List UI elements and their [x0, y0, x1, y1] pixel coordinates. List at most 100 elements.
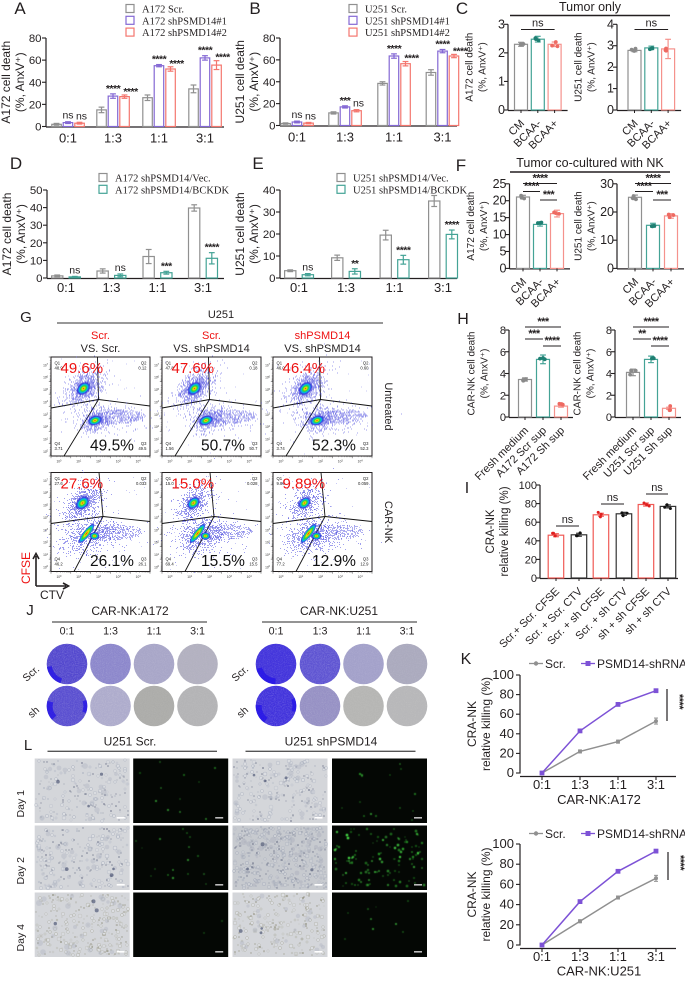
svg-text:0: 0 [35, 122, 41, 134]
svg-text:(%, AnxV⁺): (%, AnxV⁺) [478, 42, 489, 92]
svg-text:40: 40 [30, 203, 43, 215]
svg-text:VS. Scr.: VS. Scr. [81, 343, 121, 355]
svg-text:ns: ns [532, 18, 544, 30]
svg-text:9.89: 9.89 [277, 481, 286, 486]
svg-text:101: 101 [298, 459, 304, 463]
svg-text:102: 102 [318, 459, 324, 463]
svg-text:Q2: Q2 [252, 476, 258, 481]
svg-text:Q4: Q4 [277, 557, 283, 562]
svg-text:Q4: Q4 [166, 441, 172, 446]
svg-text:A172 cell death: A172 cell death [0, 41, 13, 124]
svg-text:0.059: 0.059 [358, 481, 369, 486]
svg-text:Day 2: Day 2 [15, 857, 27, 885]
svg-text:1:1: 1:1 [385, 130, 403, 145]
svg-text:U251 cell death: U251 cell death [233, 192, 247, 275]
svg-text:Q3: Q3 [363, 557, 369, 562]
svg-text:104: 104 [358, 459, 364, 463]
svg-text:106: 106 [265, 491, 271, 495]
svg-text:U251 shPSMD14/Vec.: U251 shPSMD14/Vec. [353, 174, 449, 185]
svg-text:U251 shPSMD14/BCKDK: U251 shPSMD14/BCKDK [353, 185, 467, 196]
svg-text:****: **** [544, 335, 560, 347]
svg-text:(%, AnxV⁺): (%, AnxV⁺) [587, 42, 598, 92]
svg-text:U251 shPSMD14: U251 shPSMD14 [285, 735, 378, 749]
svg-text:Scr.: Scr. [545, 657, 566, 671]
svg-text:106: 106 [154, 375, 160, 379]
svg-text:107: 107 [154, 363, 160, 367]
svg-text:103: 103 [338, 575, 344, 579]
svg-text:102: 102 [96, 459, 102, 463]
svg-text:3:1: 3:1 [434, 280, 452, 295]
svg-text:1:1: 1:1 [150, 131, 168, 146]
svg-text:103: 103 [43, 413, 49, 417]
svg-text:A172 Scr.: A172 Scr. [142, 5, 184, 16]
svg-text:ns: ns [607, 492, 619, 504]
svg-text:1:3: 1:3 [571, 777, 589, 792]
svg-text:3:1: 3:1 [194, 280, 212, 295]
svg-text:80: 80 [500, 687, 514, 702]
svg-text:A172 cell death: A172 cell death [465, 33, 476, 102]
svg-text:15.5%: 15.5% [201, 553, 245, 570]
svg-text:46.4%: 46.4% [283, 360, 326, 377]
svg-text:15.0: 15.0 [166, 481, 175, 486]
svg-text:****: **** [106, 83, 122, 95]
svg-text:0:1: 0:1 [533, 777, 551, 792]
svg-text:CRA-NK: CRA-NK [465, 701, 479, 747]
svg-text:Q3: Q3 [141, 557, 147, 562]
svg-text:102: 102 [207, 575, 213, 579]
svg-text:40: 40 [263, 77, 276, 89]
svg-text:****: **** [645, 173, 661, 185]
svg-text:PSMD14-shRNA: PSMD14-shRNA [597, 827, 685, 841]
svg-text:1:3: 1:3 [103, 626, 118, 638]
svg-text:A172 shPSMD14/BCKDK: A172 shPSMD14/BCKDK [115, 185, 229, 196]
svg-text:2: 2 [498, 46, 505, 60]
svg-text:0: 0 [269, 121, 275, 133]
svg-text:Q1: Q1 [166, 476, 172, 481]
svg-text:104: 104 [43, 400, 49, 404]
svg-text:3:1: 3:1 [196, 131, 214, 146]
svg-text:100: 100 [265, 565, 271, 569]
svg-text:20: 20 [263, 229, 276, 241]
svg-text:52.3%: 52.3% [312, 438, 356, 455]
svg-text:ns: ns [115, 262, 126, 274]
svg-text:U251 shPSMD14#2: U251 shPSMD14#2 [365, 28, 450, 39]
svg-text:Q2: Q2 [363, 476, 369, 481]
svg-text:Scr.: Scr. [91, 330, 110, 342]
svg-text:H: H [457, 311, 469, 328]
svg-text:101: 101 [154, 437, 160, 441]
svg-text:102: 102 [43, 540, 49, 544]
svg-text:****: **** [396, 244, 412, 256]
svg-text:104: 104 [358, 575, 364, 579]
svg-text:100: 100 [43, 450, 49, 454]
svg-text:1:3: 1:3 [313, 626, 328, 638]
svg-text:30: 30 [30, 220, 43, 232]
svg-text:103: 103 [227, 459, 233, 463]
svg-text:****: **** [404, 53, 420, 65]
svg-text:15.5: 15.5 [249, 562, 258, 567]
svg-text:**: ** [351, 258, 360, 270]
svg-text:0: 0 [531, 573, 537, 585]
svg-text:100: 100 [154, 565, 160, 569]
svg-text:****: **** [205, 242, 221, 254]
svg-text:0: 0 [607, 103, 614, 117]
svg-text:ns: ns [302, 262, 313, 274]
svg-text:4: 4 [607, 17, 614, 31]
svg-text:1:3: 1:3 [337, 280, 355, 295]
svg-text:27.6: 27.6 [55, 481, 64, 486]
svg-text:107: 107 [43, 363, 49, 367]
svg-text:Q1: Q1 [55, 361, 61, 366]
svg-text:VS. shPSMD14: VS. shPSMD14 [173, 343, 249, 355]
svg-text:ns: ns [562, 514, 574, 526]
svg-text:0.028: 0.028 [247, 481, 258, 486]
svg-text:0:1: 0:1 [288, 130, 306, 145]
svg-text:****: **** [524, 181, 540, 193]
svg-text:ns: ns [353, 98, 364, 110]
svg-text:***: *** [161, 260, 173, 272]
svg-text:107: 107 [265, 363, 271, 367]
svg-text:Q2: Q2 [141, 476, 147, 481]
svg-text:8: 8 [500, 325, 506, 337]
svg-text:104: 104 [265, 400, 271, 404]
svg-text:2: 2 [606, 390, 612, 402]
svg-text:106: 106 [43, 491, 49, 495]
svg-text:48.9: 48.9 [55, 366, 64, 371]
svg-text:3.74: 3.74 [277, 446, 286, 451]
